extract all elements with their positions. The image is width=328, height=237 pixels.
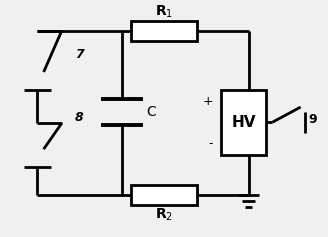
Bar [132, 21, 196, 41]
Bar [221, 90, 266, 155]
Text: 9: 9 [309, 114, 318, 126]
Text: C: C [146, 105, 156, 119]
Bar [132, 185, 196, 205]
Text: R$_1$: R$_1$ [155, 4, 173, 20]
Text: +: + [202, 95, 213, 108]
Text: -: - [208, 137, 213, 150]
Text: HV: HV [232, 115, 256, 130]
Text: 7: 7 [74, 48, 83, 61]
Text: R$_2$: R$_2$ [155, 207, 173, 223]
Text: 8: 8 [74, 111, 83, 124]
